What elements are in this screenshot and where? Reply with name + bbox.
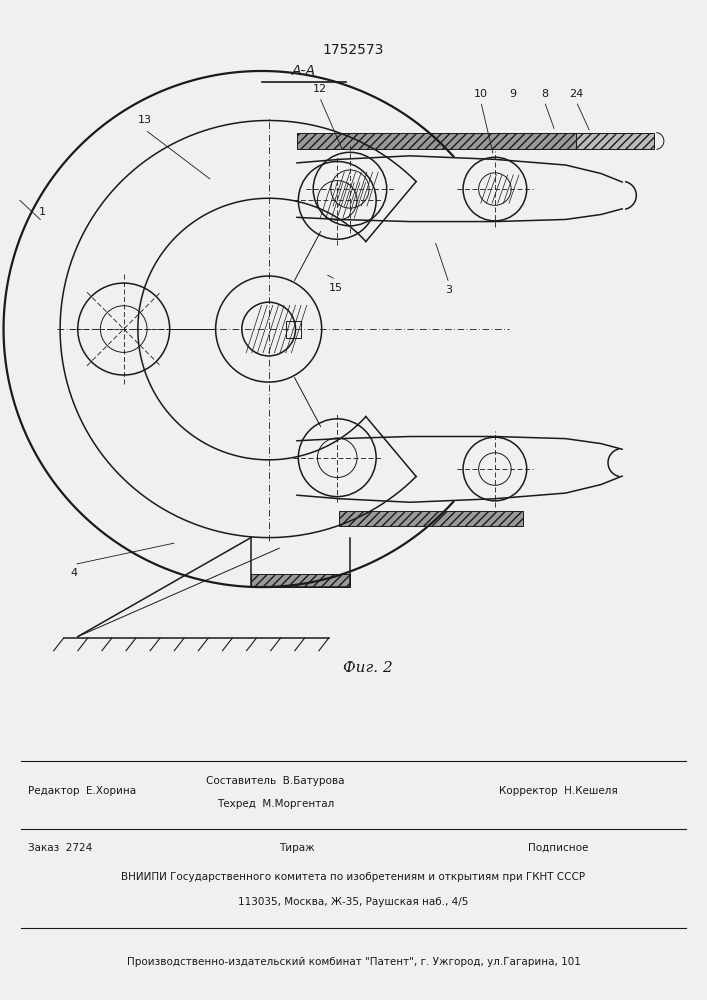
Text: 113035, Москва, Ж-35, Раушская наб., 4/5: 113035, Москва, Ж-35, Раушская наб., 4/5	[238, 897, 469, 907]
Bar	[339, 511, 523, 526]
Text: Заказ  2724: Заказ 2724	[28, 843, 93, 853]
Text: Фиг. 2: Фиг. 2	[343, 661, 392, 675]
Text: 12: 12	[312, 84, 327, 94]
Text: Техред  М.Моргентал: Техред М.Моргентал	[217, 799, 334, 809]
Text: 1752573: 1752573	[323, 43, 384, 57]
Bar	[297, 133, 576, 149]
Text: 10: 10	[474, 89, 488, 99]
Text: Производственно-издательский комбинат "Патент", г. Ужгород, ул.Гагарина, 101: Производственно-издательский комбинат "П…	[127, 957, 580, 967]
Text: Тираж: Тираж	[279, 843, 315, 853]
Text: Корректор  Н.Кешеля: Корректор Н.Кешеля	[499, 786, 618, 796]
Text: 3: 3	[445, 285, 452, 295]
Text: Подписное: Подписное	[528, 843, 589, 853]
Bar	[251, 574, 350, 587]
Bar	[286, 321, 301, 338]
Text: Составитель  В.Батурова: Составитель В.Батурова	[206, 776, 345, 786]
Text: 8: 8	[541, 89, 548, 99]
Text: 13: 13	[138, 115, 152, 125]
Text: 4: 4	[71, 568, 78, 578]
Bar	[576, 133, 654, 149]
Text: A-A: A-A	[292, 64, 316, 78]
Text: 9: 9	[509, 89, 516, 99]
Text: 1: 1	[39, 207, 46, 217]
Text: 24: 24	[569, 89, 583, 99]
Text: 15: 15	[329, 283, 343, 293]
Text: ВНИИПИ Государственного комитета по изобретениям и открытиям при ГКНТ СССР: ВНИИПИ Государственного комитета по изоб…	[122, 872, 585, 882]
Text: Редактор  Е.Хорина: Редактор Е.Хорина	[28, 786, 136, 796]
